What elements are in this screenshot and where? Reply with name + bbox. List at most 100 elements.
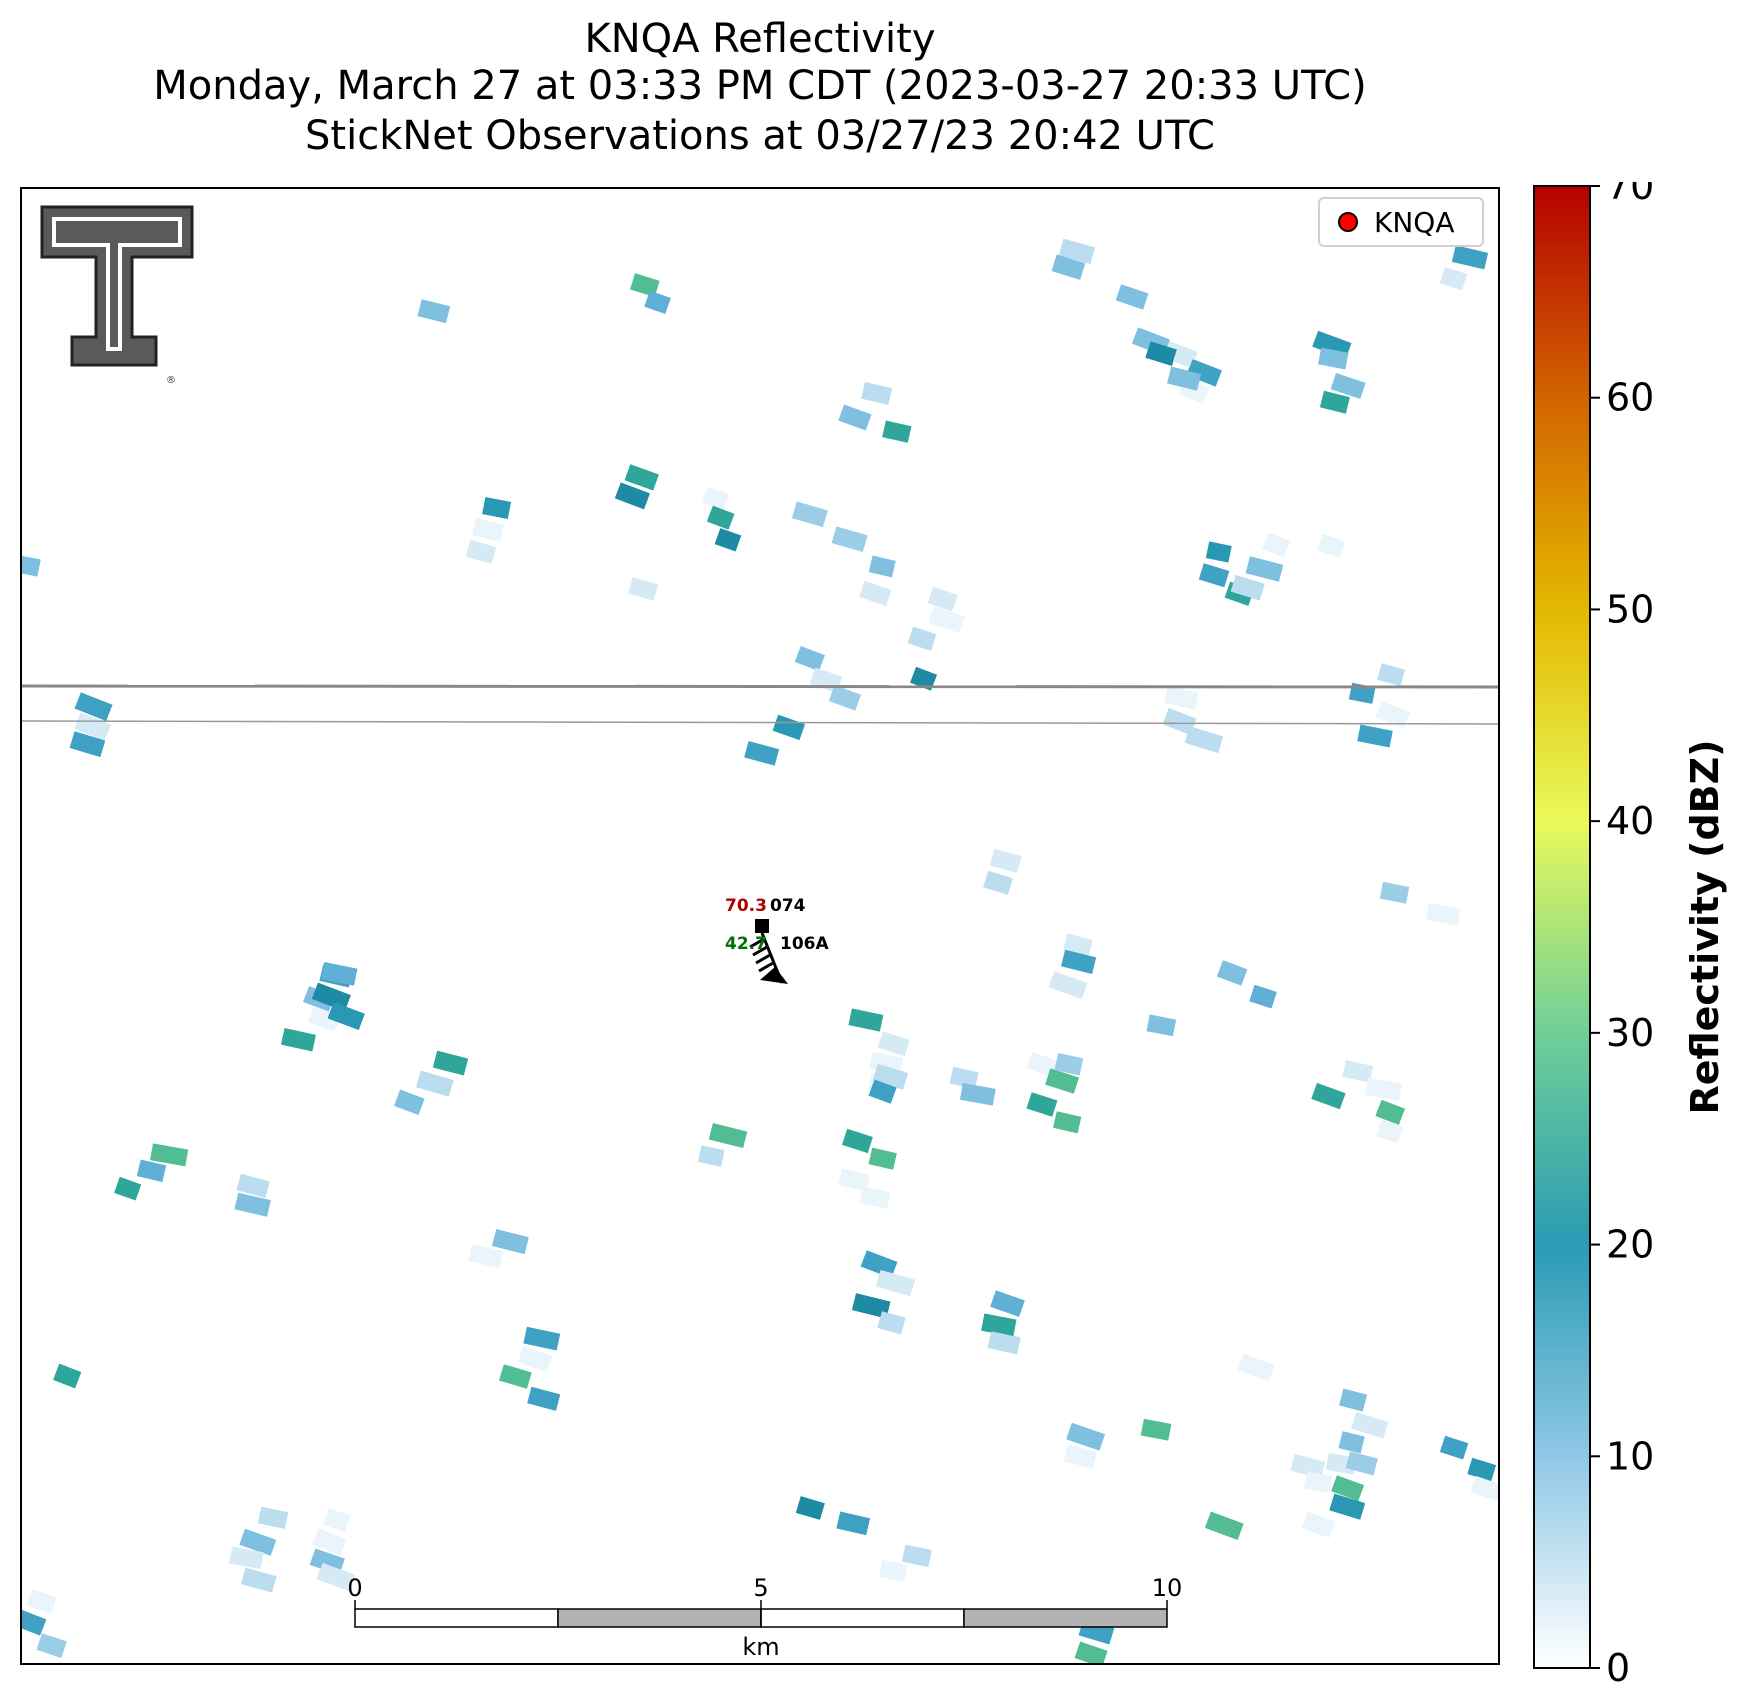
reflectivity-cell	[1217, 960, 1248, 986]
reflectivity-cell	[872, 1064, 908, 1090]
reflectivity-cell	[1186, 359, 1222, 387]
reflectivity-cell	[1451, 245, 1489, 270]
reflectivity-cell	[1140, 1418, 1172, 1441]
reflectivity-cell	[1377, 663, 1406, 687]
reflectivity-cell	[828, 685, 862, 711]
reflectivity-cell	[1205, 541, 1232, 563]
reflectivity-cell	[1311, 1082, 1346, 1110]
radar-map[interactable]: ® 70.3 074 42.7 106A 0 5 10 km	[20, 187, 1500, 1665]
reflectivity-cell	[1053, 1111, 1082, 1134]
reflectivity-cell	[1249, 985, 1277, 1009]
reflectivity-cell	[902, 1544, 932, 1567]
reflectivity-cell	[1262, 532, 1290, 558]
reflectivity-cell	[1198, 563, 1230, 588]
colorbar-ticks: 0 10 20 30 40 50 60 70	[1590, 182, 1654, 1682]
reflectivity-cell	[990, 1290, 1025, 1317]
title-line-2: Monday, March 27 at 03:33 PM CDT (2023-0…	[153, 63, 1367, 109]
reflectivity-cell	[1365, 1077, 1402, 1101]
reflectivity-cell	[20, 1607, 47, 1636]
legend-label: KNQA	[1374, 205, 1455, 239]
reflectivity-cell	[852, 1293, 891, 1319]
reflectivity-cell	[308, 1005, 341, 1032]
reflectivity-cell	[1357, 724, 1393, 748]
station-marker-icon	[755, 919, 769, 933]
reflectivity-cell	[416, 1070, 454, 1097]
colorbar-tick-label: 60	[1606, 376, 1654, 420]
reflectivity-cell	[1379, 881, 1410, 904]
colorbar-tick-label: 20	[1606, 1223, 1654, 1267]
reflectivity-cell	[1145, 341, 1177, 366]
reflectivity-cell	[1063, 933, 1093, 957]
reflectivity-cell	[1317, 534, 1346, 558]
reflectivity-cell	[229, 1546, 264, 1570]
reflectivity-cell	[1064, 1444, 1097, 1469]
reflectivity-cell	[1184, 726, 1223, 753]
reflectivity-cell	[312, 982, 351, 1012]
reflectivity-cell	[74, 692, 113, 721]
reflectivity-cell	[1331, 1475, 1365, 1502]
scale-segment-3	[760, 1608, 965, 1628]
reflectivity-cell	[987, 1331, 1021, 1355]
reflectivity-cell	[877, 1311, 906, 1335]
scale-segment-1	[354, 1608, 559, 1628]
reflectivity-cell	[312, 1528, 347, 1556]
reflectivity-cell	[868, 1079, 897, 1104]
boundary-line-upper	[20, 684, 1500, 689]
reflectivity-cell	[910, 666, 938, 691]
reflectivity-cell	[36, 1633, 67, 1658]
reflectivity-cell	[928, 606, 965, 633]
reflectivity-cell	[842, 1128, 873, 1154]
reflectivity-cell	[702, 486, 730, 511]
station-pressure: 074	[770, 896, 806, 916]
reflectivity-cell	[1329, 1493, 1365, 1520]
reflectivity-cell	[794, 646, 825, 672]
reflectivity-cell	[1330, 373, 1366, 399]
reflectivity-cell	[472, 518, 504, 542]
reflectivity-cell	[20, 553, 41, 577]
reflectivity-cell	[1351, 1412, 1389, 1439]
reflectivity-cell	[236, 1173, 270, 1198]
reflectivity-cell	[772, 714, 806, 741]
reflectivity-cell	[1051, 254, 1085, 280]
reflectivity-cell	[1345, 1451, 1378, 1476]
reflectivity-cells	[20, 203, 1500, 1665]
reflectivity-cell	[316, 1562, 356, 1591]
reflectivity-cell	[240, 1567, 277, 1593]
reflectivity-cell	[517, 1345, 553, 1373]
wind-barb-flag	[760, 967, 788, 984]
reflectivity-cell	[875, 1269, 915, 1297]
reflectivity-cell	[1342, 1060, 1374, 1083]
reflectivity-cell	[714, 528, 742, 552]
reflectivity-cell	[792, 501, 828, 527]
reflectivity-cell	[706, 505, 735, 530]
reflectivity-cell	[1162, 708, 1197, 735]
reflectivity-cell	[860, 1250, 898, 1278]
colorbar-label: Reflectivity (dBZ)	[1683, 739, 1727, 1114]
reflectivity-cell	[1066, 1423, 1105, 1451]
colorbar-tick-label: 70	[1606, 182, 1654, 208]
reflectivity-cell	[1339, 1388, 1367, 1412]
reflectivity-cell	[1237, 1353, 1275, 1382]
reflectivity-cell	[1230, 575, 1265, 601]
reflectivity-cell	[990, 849, 1022, 873]
reflectivity-cell	[468, 1244, 503, 1268]
reflectivity-cell	[1318, 347, 1349, 370]
colorbar: 0 10 20 30 40 50 60 70 Reflectivity (dBZ)	[1533, 182, 1727, 1682]
reflectivity-cell	[1470, 1475, 1500, 1502]
logo-inner-t	[52, 217, 182, 351]
scale-segment-2	[557, 1608, 762, 1628]
station-106A[interactable]: 70.3 074 42.7 106A	[725, 896, 829, 984]
scale-label-10: 10	[1152, 1574, 1183, 1602]
wind-barb-4	[758, 961, 774, 973]
reflectivity-cell	[877, 1031, 910, 1057]
colorbar-tick-label: 10	[1606, 1434, 1654, 1478]
reflectivity-cell	[744, 741, 780, 766]
reflectivity-cell	[628, 577, 659, 601]
reflectivity-cell	[136, 1159, 167, 1182]
scale-label-5: 5	[753, 1574, 768, 1602]
reflectivity-cell	[26, 1589, 57, 1614]
reflectivity-cell	[624, 464, 659, 491]
reflectivity-cell	[1059, 238, 1095, 264]
reflectivity-cell	[323, 1508, 350, 1532]
reflectivity-cell	[859, 580, 892, 606]
